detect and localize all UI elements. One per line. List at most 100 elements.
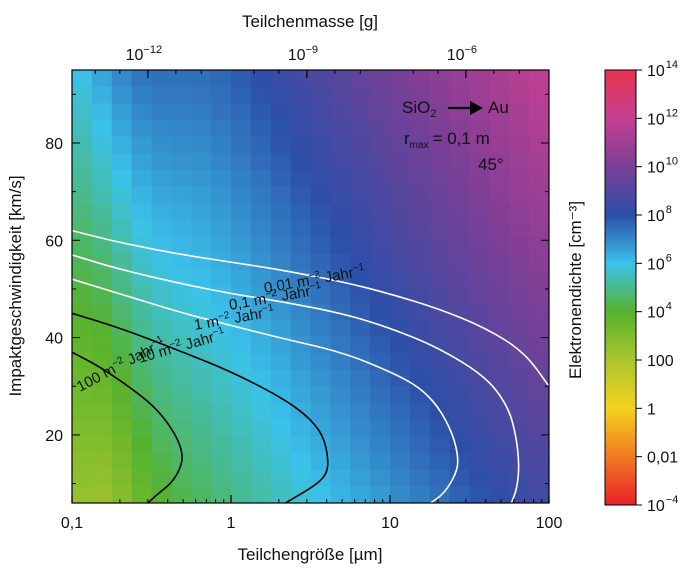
heatmap-cell <box>449 436 471 454</box>
heatmap-cell <box>509 403 530 421</box>
heatmap-cell <box>370 219 391 238</box>
heatmap-cell <box>171 369 192 388</box>
heatmap-cell <box>250 453 272 471</box>
heatmap-cell <box>529 369 549 388</box>
contour-label-exp2: −1 <box>150 333 166 348</box>
heatmap-cell <box>91 369 113 388</box>
heatmap-cell <box>489 319 510 338</box>
heatmap-cell <box>370 403 391 421</box>
heatmap-cell <box>211 336 232 354</box>
heatmap-cell <box>111 219 133 238</box>
heatmap-cell <box>72 119 93 138</box>
heatmap-cell <box>171 253 192 271</box>
heatmap-cell <box>211 136 232 154</box>
heatmap-cell <box>449 103 471 121</box>
heatmap-cell <box>350 153 371 171</box>
heatmap-cell <box>211 486 232 503</box>
contour-label-exp2: −1 <box>261 302 275 315</box>
colorbar-tick-label: 1014 <box>647 59 678 80</box>
heatmap-cell <box>171 286 192 304</box>
heatmap-cell <box>231 86 252 104</box>
heatmap-cell <box>290 169 312 188</box>
heatmap-cell <box>370 486 391 503</box>
heatmap-cell <box>91 203 113 221</box>
heatmap-cell <box>111 453 133 471</box>
heatmap-cell <box>250 219 272 238</box>
heatmap-cell <box>270 436 292 454</box>
heatmap-cell <box>429 419 451 437</box>
heatmap-cell <box>449 386 471 404</box>
heatmap-cell <box>211 186 232 204</box>
heatmap-cell <box>429 103 451 121</box>
heatmap-cell <box>270 369 292 388</box>
heatmap-cell <box>270 186 292 204</box>
heatmap-cell <box>529 436 549 454</box>
heatmap-cell <box>151 153 172 171</box>
heatmap-cell <box>489 70 510 88</box>
heatmap-cell <box>250 386 272 404</box>
heatmap-cell <box>469 186 490 204</box>
colorbar-tick-label: 100 <box>647 353 674 370</box>
contour-label-exp2: −1 <box>352 261 366 274</box>
heatmap-cell <box>330 469 351 487</box>
heatmap-cell <box>330 336 351 354</box>
contour-label-exp: −2 <box>168 337 182 351</box>
heatmap-cell <box>350 119 371 138</box>
heatmap-cell <box>131 369 153 388</box>
heatmap-cell <box>111 86 133 104</box>
heatmap-cell <box>211 169 232 188</box>
heatmap-cell <box>529 253 549 271</box>
heatmap-cell <box>390 136 411 154</box>
heatmap-cell <box>330 236 351 254</box>
contour-label-exp: −2 <box>308 269 322 282</box>
heatmap-cell <box>350 369 371 388</box>
heatmap-cell <box>409 353 431 371</box>
heatmap-cell <box>350 269 371 288</box>
heatmap-cell <box>250 469 272 487</box>
heatmap-cell <box>72 86 93 104</box>
heatmap-cell <box>72 219 93 238</box>
heatmap-cell <box>131 269 153 288</box>
heatmap-cell <box>250 319 272 338</box>
heatmap-cell <box>151 436 172 454</box>
heatmap-cell <box>131 86 153 104</box>
heatmap-cell <box>469 369 490 388</box>
heatmap-cell <box>449 453 471 471</box>
heatmap-cell <box>330 419 351 437</box>
heatmap-cell <box>231 219 252 238</box>
heatmap-cell <box>509 153 530 171</box>
heatmap-cell <box>310 103 331 121</box>
heatmap-cell <box>529 236 549 254</box>
heatmap-cell <box>390 436 411 454</box>
heatmap-cell <box>290 186 312 204</box>
heatmap-cell <box>529 103 549 121</box>
heatmap-cell <box>111 236 133 254</box>
heatmap-cell <box>290 319 312 338</box>
heatmap-cell <box>231 486 252 503</box>
heatmap-cell <box>409 303 431 321</box>
heatmap-cell <box>191 369 212 388</box>
heatmap-cell <box>270 86 292 104</box>
heatmap-cell <box>290 219 312 238</box>
colorbar-tick-label: 10−4 <box>647 494 678 515</box>
heatmap-cell <box>330 86 351 104</box>
heatmap-cell <box>370 186 391 204</box>
heatmap-cell <box>330 353 351 371</box>
heatmap-cell <box>529 336 549 354</box>
heatmap-cell <box>330 186 351 204</box>
heatmap-cell <box>151 169 172 188</box>
heatmap-cell <box>409 269 431 288</box>
heatmap-cell <box>429 70 451 88</box>
heatmap-cell <box>509 386 530 404</box>
heatmap-cell <box>310 119 331 138</box>
heatmap-cell <box>211 70 232 88</box>
heatmap-cell <box>290 203 312 221</box>
heatmap-cell <box>250 353 272 371</box>
heatmap-cell <box>350 436 371 454</box>
heatmap-cell <box>171 153 192 171</box>
heatmap-cell <box>290 153 312 171</box>
heatmap-cell <box>350 469 371 487</box>
heatmap-cell <box>330 219 351 238</box>
heatmap-cell <box>310 403 331 421</box>
plot-frame <box>71 69 550 504</box>
